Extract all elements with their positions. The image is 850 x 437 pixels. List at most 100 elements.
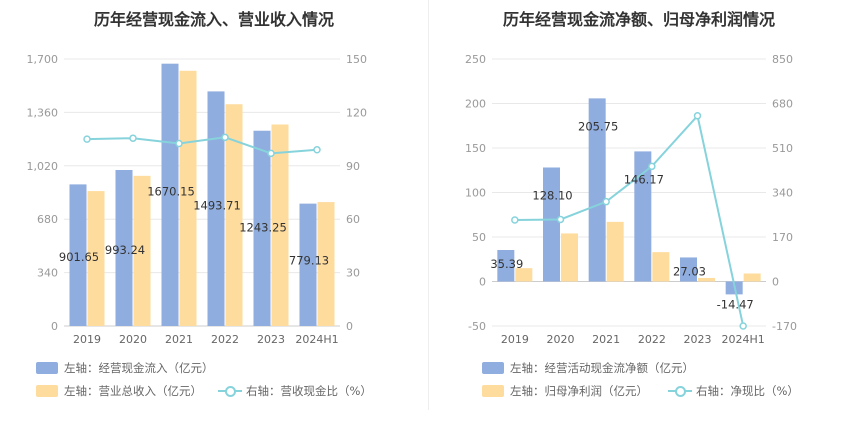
bar [87,191,105,326]
legend-swatch-icon [36,362,58,374]
right-legend-item-netcash[interactable]: 左轴：经营活动现金流净额（亿元） [482,360,694,376]
right-axis-tick-label: 30 [346,267,360,280]
bar-data-label: 993.24 [105,243,145,257]
legend-swatch-icon [482,385,504,397]
line-point [267,149,275,158]
left-chart-title: 历年经营现金流入、营业收入情况 [93,10,334,29]
bar [225,104,243,326]
x-axis-tick-label: 2021 [592,333,620,346]
legend-label: 左轴：营业总收入（亿元） [64,384,202,398]
bar-data-label: 128.10 [532,188,572,202]
bar-data-label: 1493.71 [193,198,241,212]
right-axis-tick-label: 680 [772,98,793,111]
line-point [221,133,229,142]
bar-data-label: 1670.15 [147,185,195,199]
bar [561,233,578,282]
line-point [648,162,656,171]
bar [207,91,225,327]
bar-data-label: 27.03 [673,264,706,278]
x-axis-tick-label: 2020 [119,333,147,346]
right-axis-tick-label: 0 [772,276,779,289]
left-axis-tick-label: 150 [465,142,486,155]
left-axis-tick-label: 0 [51,320,58,333]
bar [115,170,133,326]
x-axis-tick-label: 2024H1 [295,333,338,346]
right-axis-tick-label: 60 [346,213,360,226]
line-point [602,197,610,206]
legend-label: 左轴：归母净利润（亿元） [510,384,648,398]
line-point [129,134,137,142]
left-axis-tick-label: 680 [37,213,58,226]
legend-swatch-icon [36,385,58,397]
bar [299,203,317,326]
right-axis-tick-label: -170 [772,320,797,333]
bar-data-label: 901.65 [59,250,99,264]
right-axis-tick-label: 850 [772,53,793,66]
bar [652,252,670,282]
right-axis-tick-label: 150 [346,53,367,66]
bar-data-label: 1243.25 [239,221,287,235]
left-axis-tick-label: 100 [465,187,486,200]
bar-data-label: 146.17 [624,172,664,186]
bar [69,184,87,326]
right-legend-item-netprofit[interactable]: 左轴：归母净利润（亿元） [482,383,648,399]
right-axis-tick-label: 340 [772,187,793,200]
bar [606,221,624,282]
left-axis-tick-label: 200 [465,98,486,111]
line-point [556,215,565,224]
bar [271,124,289,326]
line-point [511,216,519,224]
legend-swatch-icon [482,362,504,374]
bar-data-label: 35.39 [490,257,523,271]
bar [743,273,761,282]
line-point [83,135,91,143]
left-axis-tick-label: 1,020 [27,160,59,173]
right-axis-tick-label: 90 [346,160,360,173]
legend-line-marker-icon [668,385,692,397]
legend-label: 右轴：净现比（%） [696,384,799,398]
bar [543,167,560,282]
left-legend-item-revenue[interactable]: 左轴：营业总收入（亿元） [36,383,202,399]
x-axis-tick-label: 2023 [257,333,285,346]
bar [161,63,179,327]
bar-data-label: -14.47 [717,297,754,311]
right-axis-tick-label: 510 [772,142,793,155]
left-axis-tick-label: 0 [479,276,486,289]
bar-data-label: 779.13 [289,254,329,268]
left-axis-tick-label: -50 [468,320,486,333]
x-axis-tick-label: 2020 [547,333,575,346]
bar [634,151,652,282]
x-axis-tick-label: 2019 [73,333,101,346]
line-point [175,139,183,148]
bar-data-label: 205.75 [578,119,618,133]
left-axis-tick-label: 340 [37,267,58,280]
bar [588,98,606,282]
bar [680,257,697,282]
x-axis-tick-label: 2022 [211,333,239,346]
line-point [693,112,702,120]
bar [698,277,715,282]
left-legend-item-ratio[interactable]: 右轴：营收现金比（%） [218,383,372,399]
x-axis-tick-label: 2024H1 [722,333,765,346]
left-axis-tick-label: 50 [472,231,486,244]
bar [515,268,533,282]
line-point [313,146,321,154]
left-axis-tick-label: 250 [465,53,486,66]
left-axis-tick-label: 1,700 [27,53,59,66]
x-axis-tick-label: 2021 [165,333,193,346]
series-line [86,136,318,155]
bar [179,70,197,326]
legend-label: 左轴：经营现金流入（亿元） [64,361,214,375]
left-legend-item-inflow[interactable]: 左轴：经营现金流入（亿元） [36,360,214,376]
left-axis-tick-label: 1,360 [27,106,59,119]
legend-label: 右轴：营收现金比（%） [246,384,372,398]
bar [253,130,271,326]
line-point [739,322,747,330]
chart-divider [428,0,429,410]
right-legend-item-ratio[interactable]: 右轴：净现比（%） [668,383,799,399]
series-line [514,113,745,327]
x-axis-tick-label: 2023 [684,333,712,346]
x-axis-tick-label: 2022 [638,333,666,346]
